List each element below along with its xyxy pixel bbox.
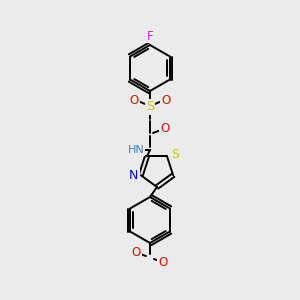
Text: N: N xyxy=(129,169,139,182)
Text: O: O xyxy=(160,122,169,136)
Text: S: S xyxy=(146,100,154,113)
Text: O: O xyxy=(131,247,141,260)
Text: O: O xyxy=(129,94,139,106)
Text: S: S xyxy=(171,148,179,161)
Text: F: F xyxy=(147,29,153,43)
Text: HN: HN xyxy=(128,145,144,155)
Text: O: O xyxy=(158,256,168,268)
Text: O: O xyxy=(161,94,171,106)
